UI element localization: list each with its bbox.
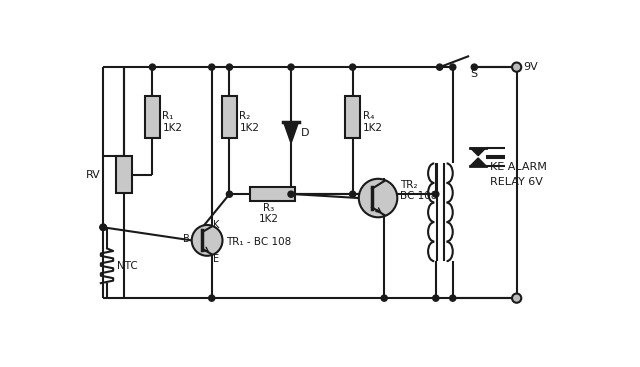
Text: K: K xyxy=(213,220,220,230)
Text: NTC: NTC xyxy=(117,261,138,271)
Circle shape xyxy=(209,64,215,70)
Text: R₂
1K2: R₂ 1K2 xyxy=(239,111,259,132)
Bar xyxy=(116,156,132,193)
Polygon shape xyxy=(470,158,486,166)
Text: S: S xyxy=(470,69,477,79)
Circle shape xyxy=(512,294,521,303)
Bar xyxy=(221,96,237,138)
Circle shape xyxy=(288,191,294,197)
Polygon shape xyxy=(470,148,486,156)
Circle shape xyxy=(227,64,232,70)
Circle shape xyxy=(471,64,477,70)
Circle shape xyxy=(100,224,106,230)
Circle shape xyxy=(100,224,106,230)
Text: R₃
1K2: R₃ 1K2 xyxy=(259,203,278,224)
Circle shape xyxy=(288,64,294,70)
Bar xyxy=(145,96,160,138)
Text: R₁
1K2: R₁ 1K2 xyxy=(163,111,182,132)
Circle shape xyxy=(359,179,397,217)
Bar xyxy=(345,96,360,138)
Text: E: E xyxy=(213,254,220,264)
Text: B: B xyxy=(184,234,190,244)
Text: 9V: 9V xyxy=(523,62,538,72)
Circle shape xyxy=(450,295,456,301)
Circle shape xyxy=(512,62,521,72)
Circle shape xyxy=(433,191,439,197)
Text: R₄
1K2: R₄ 1K2 xyxy=(363,111,383,132)
Circle shape xyxy=(450,64,456,70)
Text: TR₁ - BC 108: TR₁ - BC 108 xyxy=(225,237,291,247)
Text: TR₂
BC 108: TR₂ BC 108 xyxy=(399,179,437,201)
Circle shape xyxy=(349,191,356,197)
Circle shape xyxy=(149,64,156,70)
Circle shape xyxy=(436,64,443,70)
Bar xyxy=(250,187,295,201)
Circle shape xyxy=(100,224,106,230)
Text: RELAY 6V: RELAY 6V xyxy=(490,177,543,187)
Text: KE ALARM: KE ALARM xyxy=(490,162,547,172)
Polygon shape xyxy=(284,122,299,143)
Text: RV: RV xyxy=(86,170,101,180)
Text: D: D xyxy=(301,128,309,138)
Circle shape xyxy=(192,225,223,256)
Circle shape xyxy=(209,295,215,301)
Circle shape xyxy=(349,64,356,70)
Circle shape xyxy=(381,295,387,301)
Circle shape xyxy=(433,295,439,301)
Circle shape xyxy=(227,191,232,197)
